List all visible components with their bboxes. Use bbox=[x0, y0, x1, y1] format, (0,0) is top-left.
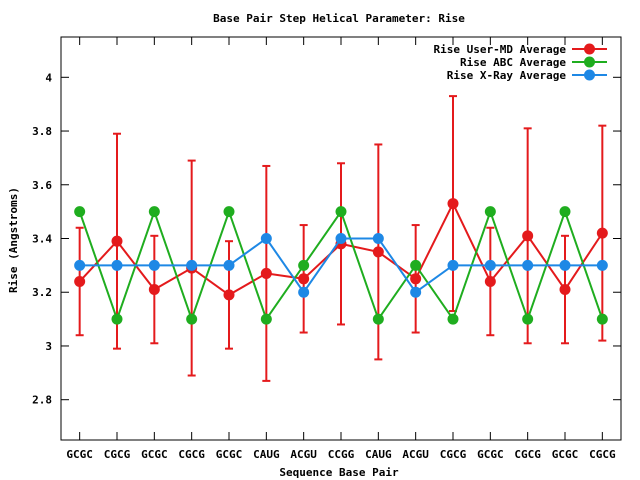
data-point bbox=[596, 259, 608, 271]
data-point bbox=[260, 233, 272, 244]
y-axis-label: Rise (Angstroms) bbox=[7, 187, 20, 293]
x-tick-label: GCGC bbox=[141, 448, 168, 461]
legend-swatch-marker bbox=[584, 56, 595, 68]
data-point bbox=[410, 286, 422, 298]
x-tick-label: CGCG bbox=[514, 448, 541, 461]
x-tick-label: GCGC bbox=[477, 448, 504, 461]
data-point bbox=[447, 259, 459, 271]
x-tick-label: CCGG bbox=[328, 448, 355, 461]
legend-swatch-marker bbox=[584, 69, 595, 81]
data-point bbox=[223, 289, 235, 301]
data-point bbox=[148, 206, 160, 218]
data-point bbox=[559, 284, 571, 296]
data-point bbox=[74, 206, 86, 218]
data-point bbox=[522, 313, 534, 325]
series-2 bbox=[74, 206, 608, 325]
x-tick-label: CAUG bbox=[253, 448, 280, 461]
data-point bbox=[484, 275, 496, 287]
x-tick-label: ACGU bbox=[290, 448, 317, 461]
data-point bbox=[372, 233, 384, 244]
x-tick-label: GCGC bbox=[66, 448, 93, 461]
y-tick-label: 3.2 bbox=[32, 286, 52, 299]
data-point bbox=[559, 259, 571, 271]
data-point bbox=[335, 233, 347, 244]
legend-item-1: Rise User-MD Average bbox=[434, 43, 607, 56]
data-point bbox=[223, 206, 235, 218]
data-point bbox=[148, 284, 160, 296]
x-axis-label: Sequence Base Pair bbox=[279, 466, 399, 479]
legend-item-3: Rise X-Ray Average bbox=[447, 69, 607, 82]
series-3 bbox=[74, 233, 608, 298]
y-tick-label: 3 bbox=[45, 340, 52, 353]
data-point bbox=[522, 230, 534, 242]
data-point bbox=[298, 259, 310, 271]
data-point bbox=[298, 273, 310, 285]
x-tick-label: GCGC bbox=[552, 448, 579, 461]
data-point bbox=[74, 259, 86, 271]
data-point bbox=[186, 313, 198, 325]
data-point bbox=[559, 206, 571, 218]
legend-swatch-marker bbox=[584, 43, 595, 55]
plot-area: 2.8 3 3.2 3.4 3.6 3.8 4 GCGC CGCG GCGC CGCG GCGC CAU… bbox=[32, 36, 622, 461]
x-tick-label: CGCG bbox=[104, 448, 131, 461]
x-tick-label: GCGC bbox=[216, 448, 243, 461]
data-point bbox=[372, 246, 384, 258]
data-point bbox=[596, 227, 608, 239]
data-point bbox=[111, 259, 123, 271]
y-tick-label: 3.6 bbox=[32, 179, 52, 192]
data-point bbox=[447, 313, 459, 325]
y-tick-label: 3.4 bbox=[32, 233, 52, 246]
data-point bbox=[223, 259, 235, 271]
data-point bbox=[484, 259, 496, 271]
data-point bbox=[522, 259, 534, 271]
legend-item-2: Rise ABC Average bbox=[460, 56, 607, 69]
data-point bbox=[148, 259, 160, 271]
data-point bbox=[447, 198, 459, 210]
legend-label: Rise X-Ray Average bbox=[447, 69, 567, 82]
x-tick-label: CGCG bbox=[440, 448, 467, 461]
data-point bbox=[410, 259, 422, 271]
x-tick-label: ACGU bbox=[402, 448, 429, 461]
data-point bbox=[186, 259, 198, 271]
x-tick-label: CGCG bbox=[589, 448, 616, 461]
data-point bbox=[298, 286, 310, 298]
data-point bbox=[74, 275, 86, 287]
x-tick-label: CGCG bbox=[178, 448, 205, 461]
data-point bbox=[260, 267, 272, 279]
data-point bbox=[596, 313, 608, 325]
x-tick-label: CAUG bbox=[365, 448, 392, 461]
y-tick-label: 2.8 bbox=[32, 394, 52, 407]
y-tick-label: 4 bbox=[45, 71, 52, 84]
legend-label: Rise ABC Average bbox=[460, 56, 566, 69]
chart-title: Base Pair Step Helical Parameter: Rise bbox=[213, 12, 465, 25]
legend-label: Rise User-MD Average bbox=[434, 43, 567, 56]
data-point bbox=[260, 313, 272, 325]
data-point bbox=[410, 273, 422, 285]
data-point bbox=[111, 235, 123, 247]
data-point bbox=[335, 206, 347, 218]
data-point bbox=[484, 206, 496, 218]
y-tick-label: 3.8 bbox=[32, 125, 52, 138]
data-point bbox=[111, 313, 123, 325]
data-point bbox=[372, 313, 384, 325]
